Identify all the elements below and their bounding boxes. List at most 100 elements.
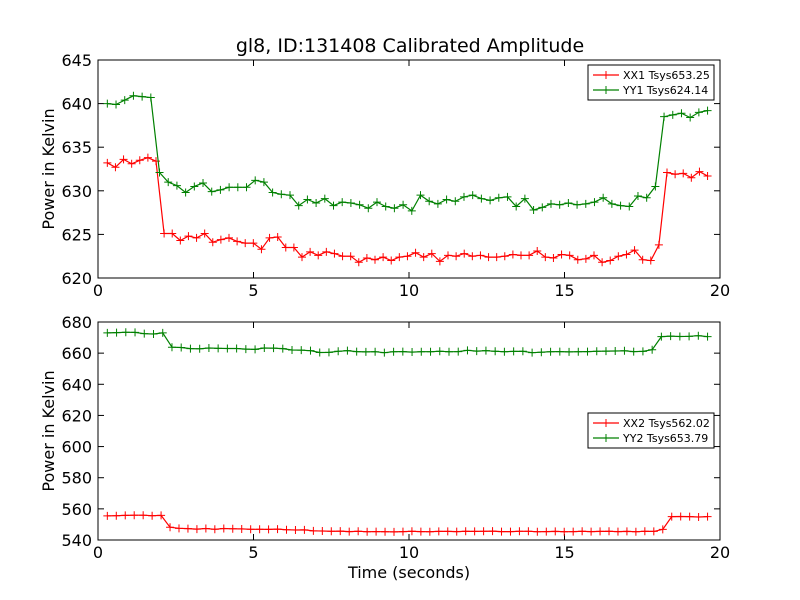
data-point (395, 253, 404, 262)
data-point (371, 255, 379, 264)
data-point (362, 253, 371, 262)
data-point (121, 511, 130, 520)
data-point (613, 527, 622, 536)
data-point (468, 191, 477, 200)
data-point (433, 199, 442, 208)
data-point (390, 204, 399, 213)
legend-box (587, 412, 715, 449)
data-point (343, 346, 352, 355)
data-point (183, 524, 192, 533)
data-point (127, 159, 136, 168)
data-point (703, 512, 712, 521)
x-axis-label: Time (seconds) (347, 563, 470, 582)
data-point (158, 328, 167, 337)
data-point (542, 527, 551, 536)
data-point (444, 251, 453, 260)
data-point (233, 183, 242, 192)
data-point (120, 96, 129, 105)
data-point (416, 191, 425, 200)
data-point (657, 332, 666, 341)
data-point (330, 249, 339, 258)
y-axis-label: Power in Kelvin (39, 108, 58, 229)
y-tick-label: 640 (61, 95, 92, 114)
data-point (685, 332, 694, 341)
data-point (288, 346, 297, 355)
data-point (192, 233, 201, 242)
data-point (518, 347, 527, 356)
data-point (419, 253, 428, 262)
data-point (345, 527, 354, 536)
x-tick-label: 5 (248, 281, 258, 300)
data-point (199, 178, 208, 187)
data-point (140, 329, 149, 338)
data-point (546, 347, 555, 356)
data-point (306, 247, 315, 256)
data-point (616, 201, 625, 210)
data-point (364, 204, 373, 213)
x-tick-label: 15 (554, 281, 574, 300)
data-point (508, 250, 517, 259)
data-point (269, 344, 278, 353)
data-point (322, 247, 331, 256)
data-point (611, 346, 620, 355)
data-point (417, 347, 426, 356)
data-point (592, 347, 601, 356)
data-point (300, 525, 309, 534)
data-point (312, 199, 321, 208)
data-point (297, 253, 306, 262)
data-point (181, 188, 190, 197)
data-point (251, 345, 260, 354)
data-point (273, 233, 282, 242)
data-point (352, 347, 361, 356)
data-point (166, 523, 175, 532)
data-point (497, 527, 506, 536)
legend: XX2 Tsys562.02 YY2 Tsys653.79 (587, 412, 715, 449)
data-point (667, 512, 676, 521)
data-point (242, 183, 251, 192)
data-point (289, 243, 298, 252)
data-point (139, 511, 148, 520)
data-point (186, 344, 195, 353)
data-point (381, 202, 390, 211)
data-point (640, 527, 649, 536)
data-point (207, 187, 216, 196)
data-point (232, 344, 241, 353)
chart-panel-2: 0 5 10 15 20 540 560 580 600 620 640 660 680 Power in… (39, 313, 730, 582)
data-point (470, 527, 479, 536)
y-tick-label: 560 (61, 500, 92, 519)
data-point (130, 511, 139, 520)
data-point (685, 512, 694, 521)
data-point (500, 347, 509, 356)
data-point (408, 348, 417, 357)
data-point (259, 178, 268, 187)
x-tick-label: 15 (554, 543, 574, 562)
data-point (472, 347, 481, 356)
data-point (146, 93, 155, 102)
data-point (517, 251, 526, 260)
data-point (223, 344, 232, 353)
data-point (210, 525, 219, 534)
data-point (233, 237, 242, 246)
data-point (119, 155, 128, 164)
data-point (387, 256, 396, 265)
data-point (281, 243, 290, 252)
data-point (143, 153, 152, 162)
data-point (237, 524, 246, 533)
data-point (500, 252, 509, 261)
series-1 (103, 153, 712, 267)
data-point (103, 158, 112, 167)
data-point (277, 190, 286, 199)
data-point (264, 525, 273, 534)
data-point (560, 527, 569, 536)
y-tick-label: 540 (61, 531, 92, 550)
data-point (148, 511, 157, 520)
data-point (201, 524, 210, 533)
x-tick-label: 10 (399, 281, 419, 300)
data-point (155, 168, 164, 177)
data-point (677, 109, 686, 118)
data-point (555, 200, 564, 209)
y-tick-label: 625 (61, 225, 92, 244)
data-point (520, 194, 529, 203)
data-point (574, 347, 583, 356)
data-point (630, 246, 639, 255)
